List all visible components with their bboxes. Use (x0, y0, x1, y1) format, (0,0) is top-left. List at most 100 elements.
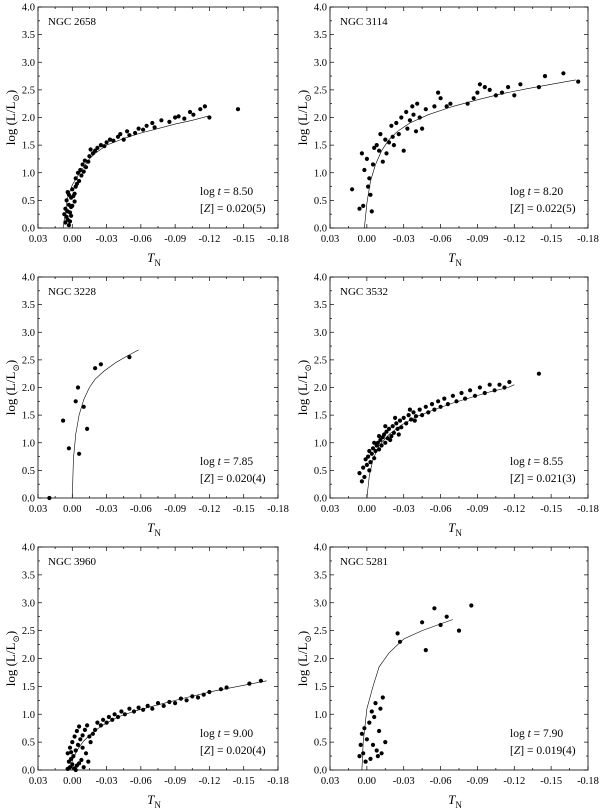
data-point (407, 407, 412, 412)
y-tick-label: 3.0 (314, 328, 327, 339)
data-point (182, 116, 187, 121)
data-point (377, 728, 382, 734)
isochrone-curve (72, 349, 139, 499)
data-point (77, 761, 82, 766)
x-tick-label: -0.12 (198, 234, 220, 245)
data-point (409, 417, 414, 422)
data-point (401, 148, 406, 153)
data-point (438, 404, 443, 409)
data-point (66, 223, 71, 228)
data-point (378, 706, 383, 711)
data-point (73, 399, 78, 404)
y-axis-label: log (L/L⊙) (295, 90, 313, 146)
data-point (468, 388, 473, 393)
data-point (482, 85, 487, 90)
data-point (383, 440, 388, 445)
data-point (395, 631, 400, 636)
x-axis-subscript: N (455, 528, 462, 538)
metallicity-open: [ (510, 745, 514, 757)
metallicity-variable: Z (514, 473, 521, 485)
data-point (69, 756, 74, 762)
sun-symbol: ⊙ (11, 94, 21, 102)
cluster-name: NGC 3960 (48, 556, 96, 568)
data-point (201, 692, 206, 697)
y-axis-label: log (L/L⊙) (3, 631, 21, 687)
data-point (512, 93, 517, 98)
data-point (69, 213, 74, 218)
y-tick-label: 2.0 (22, 654, 35, 665)
x-tick-label: -0.15 (233, 776, 255, 787)
data-point (407, 118, 412, 123)
data-point (454, 399, 459, 404)
log-age-label: log t = 8.55 (510, 456, 563, 468)
data-point (507, 379, 512, 385)
data-point (112, 712, 117, 717)
data-point (150, 120, 155, 126)
x-tick-label: 0.00 (358, 504, 376, 515)
x-tick-label: 0.03 (29, 776, 47, 787)
x-tick-label: -0.03 (393, 776, 415, 787)
y-axis-text: log (L/L (295, 372, 310, 416)
data-point (370, 742, 376, 748)
data-point (390, 424, 395, 429)
y-tick-label: 3.0 (22, 598, 35, 609)
x-tick-label: -0.03 (393, 234, 415, 245)
data-point (81, 404, 86, 409)
x-tick-label: -0.06 (130, 234, 152, 245)
y-tick-label: 1.0 (314, 438, 327, 449)
x-tick-label: 0.00 (358, 234, 376, 245)
x-axis-subscript: N (455, 800, 462, 810)
data-point (75, 385, 81, 390)
data-point (477, 385, 482, 390)
data-point (442, 396, 447, 401)
y-tick-label: 1.0 (314, 710, 327, 721)
x-tick-label: -0.06 (430, 504, 452, 515)
data-point (350, 187, 355, 192)
data-point (93, 366, 98, 371)
x-tick-label: -0.12 (503, 234, 525, 245)
data-point (377, 447, 382, 452)
y-axis-label: log (L/L⊙) (295, 360, 313, 416)
data-point (90, 731, 95, 736)
y-tick-label: 0.5 (314, 466, 327, 477)
data-point (85, 426, 90, 431)
data-point (372, 440, 377, 445)
data-point (145, 703, 150, 709)
data-point (397, 639, 403, 644)
log-age-variable: t (528, 456, 532, 468)
data-point (388, 437, 393, 443)
data-point (69, 750, 74, 755)
data-point (364, 156, 369, 161)
data-point (70, 740, 75, 745)
chart-panel: 0.03 0.00 -0.03 -0.06 -0.09 -0.12 -0.15 -0.18 0.… (295, 3, 599, 269)
chart-panel: 0.03 0.00 -0.03 -0.06 -0.09 -0.12 -0.15 -0.18 0.… (295, 273, 599, 539)
data-point (69, 204, 74, 210)
data-point (487, 382, 492, 387)
data-point (391, 143, 396, 148)
y-axis-close: ) (295, 90, 310, 94)
data-point (80, 733, 85, 738)
y-tick-label: 2.0 (314, 383, 327, 394)
x-axis-subscript: N (455, 258, 462, 268)
y-tick-label: 1.5 (314, 141, 327, 152)
y-tick-label: 4.0 (22, 543, 35, 554)
y-tick-label: 0.0 (314, 766, 327, 777)
x-tick-label: -0.09 (466, 776, 488, 787)
data-point (362, 474, 367, 480)
data-point (374, 143, 379, 148)
data-point (357, 471, 362, 476)
y-tick-label: 2.5 (314, 85, 327, 96)
data-point (102, 144, 107, 149)
log-age-label: log t = 7.90 (510, 728, 563, 740)
x-tick-label: -0.03 (393, 504, 415, 515)
x-tick-label: 0.03 (321, 776, 339, 787)
data-point (258, 678, 263, 683)
log-age-label: log t = 9.00 (200, 728, 253, 740)
data-point (536, 85, 542, 90)
log-age-value: = 7.85 (221, 456, 254, 468)
x-tick-label: -0.06 (430, 234, 452, 245)
data-point (420, 413, 425, 418)
data-point (393, 415, 398, 420)
data-point (75, 742, 81, 748)
y-tick-label: 2.5 (22, 626, 35, 637)
